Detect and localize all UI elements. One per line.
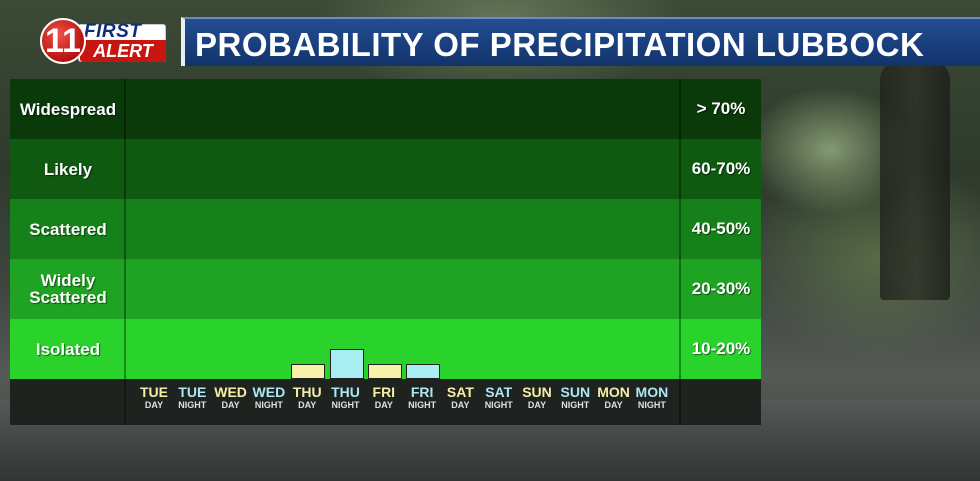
category-label: Scattered [29, 219, 107, 239]
period-label: MON DAY [595, 385, 633, 410]
period-label: TUE DAY [135, 385, 173, 410]
period-day: THU [331, 384, 360, 400]
category-label: Widely Scattered [29, 271, 107, 307]
logo-first-text: FIRST [84, 21, 142, 42]
period-part: DAY [221, 400, 240, 410]
category-range: 40-50% [691, 219, 751, 238]
precip-bar [367, 364, 402, 379]
period-part: NIGHT [178, 400, 207, 410]
period-part: DAY [298, 400, 317, 410]
category-label: Likely [43, 159, 93, 179]
divider-line [679, 79, 681, 425]
period-label: FRI NIGHT [403, 385, 441, 410]
category-range: > 70% [696, 99, 746, 118]
category-row-scattered: Scattered 40-50% [10, 199, 761, 259]
period-axis: TUE DAY TUE NIGHT WED DAY WED NIGHT THU DAY THU NIG… [10, 379, 761, 425]
period-day: TUE [178, 384, 207, 400]
period-part: DAY [144, 400, 164, 410]
first-alert-logo: FIRST ALERT 11 [40, 18, 168, 66]
period-part: NIGHT [561, 400, 590, 410]
title-bar: PROBABILITY OF PRECIPITATION LUBBOCK [181, 17, 980, 66]
divider-line [124, 79, 126, 425]
period-day: WED [214, 384, 247, 400]
period-part: NIGHT [637, 400, 666, 410]
period-day: MON [597, 384, 630, 400]
period-label: TUE NIGHT [173, 385, 211, 410]
page-title: PROBABILITY OF PRECIPITATION LUBBOCK [195, 26, 925, 63]
precip-bar [329, 349, 364, 379]
period-label: THU NIGHT [327, 385, 365, 410]
category-range: 20-30% [691, 279, 751, 298]
precip-bar [291, 364, 326, 379]
period-label: WED DAY [212, 385, 250, 410]
period-label: WED NIGHT [250, 385, 288, 410]
category-label: Isolated [35, 339, 101, 359]
period-day: FRI [410, 384, 434, 400]
background-tree [880, 60, 950, 300]
period-day: SUN [522, 384, 552, 400]
period-label: SUN DAY [518, 385, 556, 410]
category-row-likely: Likely 60-70% [10, 139, 761, 199]
period-day: SAT [446, 384, 474, 400]
period-part: NIGHT [484, 400, 513, 410]
period-part: NIGHT [254, 400, 283, 410]
period-part: DAY [451, 400, 470, 410]
period-label: THU DAY [288, 385, 326, 410]
period-day: THU [292, 384, 322, 400]
period-label: SUN NIGHT [556, 385, 594, 410]
period-day: MON [635, 384, 669, 400]
category-range: 60-70% [691, 159, 751, 178]
category-row-isolated: Isolated 10-20% [10, 319, 761, 379]
period-part: DAY [604, 400, 623, 410]
period-part: DAY [374, 400, 393, 410]
precip-bar [406, 364, 441, 379]
period-part: NIGHT [331, 400, 360, 410]
period-label: SAT DAY [441, 385, 479, 410]
period-day: SAT [485, 384, 513, 400]
period-label: MON NIGHT [633, 385, 671, 410]
period-part: DAY [527, 400, 547, 410]
period-day: WED [252, 384, 286, 400]
precipitation-chart: Widespread > 70% Likely 60-70% Scattered 40-5… [10, 79, 761, 425]
category-row-widespread: Widespread > 70% [10, 79, 761, 139]
logo-alert-text: ALERT [80, 40, 166, 62]
category-range: 10-20% [691, 339, 751, 358]
period-label: SAT NIGHT [480, 385, 518, 410]
period-part: NIGHT [408, 400, 437, 410]
category-row-widely-scattered: Widely Scattered 20-30% [10, 259, 761, 319]
period-day: FRI [372, 384, 396, 400]
period-day: TUE [140, 384, 168, 400]
period-day: SUN [560, 384, 591, 400]
category-label: Widespread [19, 99, 117, 119]
logo-channel-number: 11 [40, 18, 86, 64]
period-label: FRI DAY [365, 385, 403, 410]
